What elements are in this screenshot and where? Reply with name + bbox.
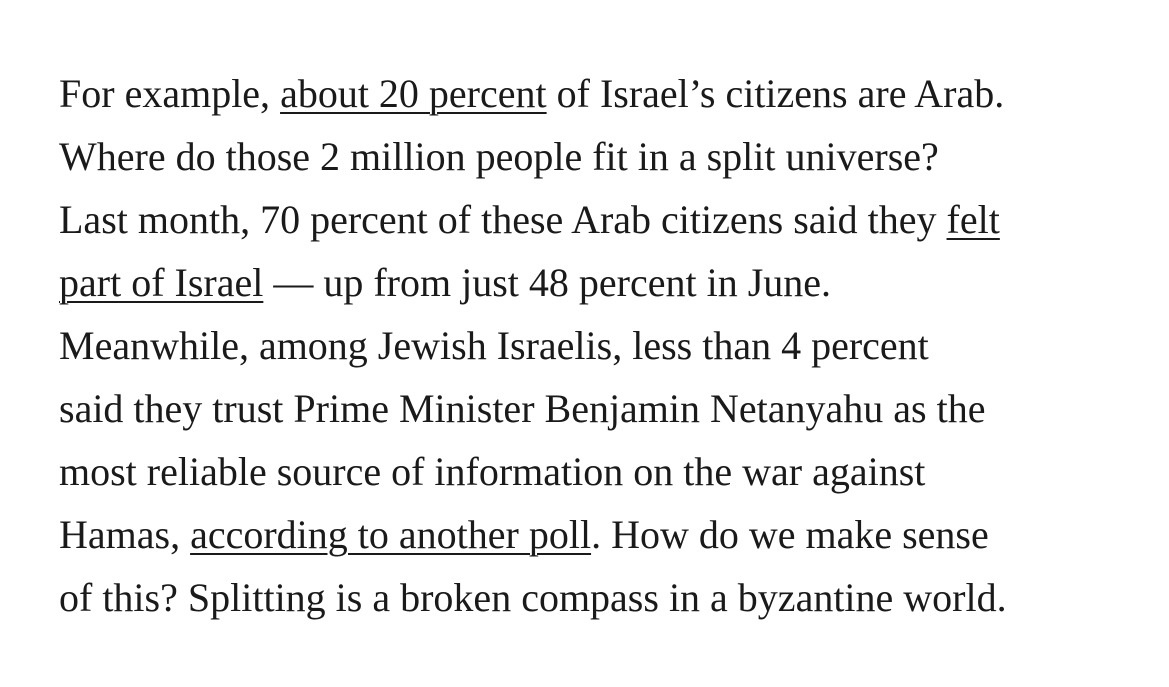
article-paragraph: For example, about 20 percent of Israel’… [59,62,1129,629]
paragraph-line: For example, about 20 percent of Israel’… [59,62,1129,125]
text-segment: . How do we make sense [591,512,989,557]
felt-part-of-israel-link[interactable]: felt [946,197,1000,242]
paragraph-line: said they trust Prime Minister Benjamin … [59,377,1129,440]
text-segment: Meanwhile, among Jewish Israelis, less t… [59,323,929,368]
text-segment: most reliable source of information on t… [59,449,926,494]
text-segment: Last month, 70 percent of these Arab cit… [59,197,947,242]
about-20-percent-link[interactable]: about 20 percent [280,71,547,116]
paragraph-line: Hamas, according to another poll. How do… [59,503,1129,566]
paragraph-line: Last month, 70 percent of these Arab cit… [59,188,1129,251]
text-segment: For example, [59,71,281,116]
text-segment: of this? Splitting is a broken compass i… [59,575,1007,620]
text-segment: — up from just 48 percent in June. [263,260,832,305]
paragraph-line: of this? Splitting is a broken compass i… [59,566,1129,629]
text-segment: Where do those 2 million people fit in a… [59,134,939,179]
felt-part-of-israel-link[interactable]: part of Israel [59,260,264,305]
according-to-another-poll-link[interactable]: according to another poll [190,512,592,557]
paragraph-line: part of Israel — up from just 48 percent… [59,251,1129,314]
paragraph-line: Where do those 2 million people fit in a… [59,125,1129,188]
paragraph-line: Meanwhile, among Jewish Israelis, less t… [59,314,1129,377]
text-segment: said they trust Prime Minister Benjamin … [59,386,986,431]
text-segment: Hamas, [59,512,191,557]
paragraph-line: most reliable source of information on t… [59,440,1129,503]
text-segment: of Israel’s citizens are Arab. [546,71,1005,116]
